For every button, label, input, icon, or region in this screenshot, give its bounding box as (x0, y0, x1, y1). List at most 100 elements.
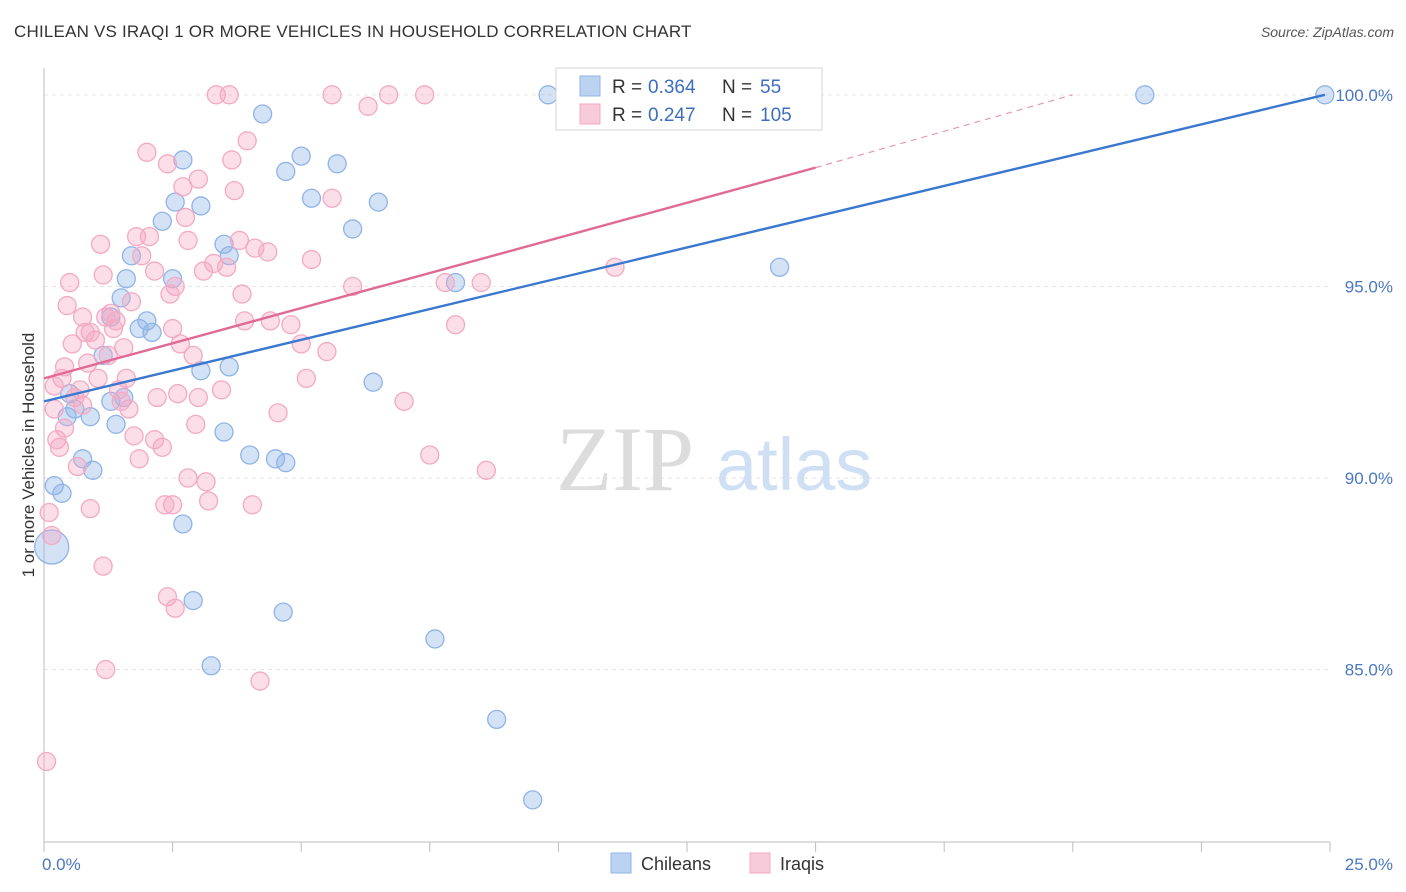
chilean-point-19 (165, 192, 185, 212)
chilean-point-29 (276, 453, 296, 473)
iraqi-point-80 (165, 598, 185, 618)
axes (43, 68, 1331, 852)
trend-lines (43, 93, 1326, 403)
legend-n-label-1: N = (722, 105, 752, 126)
chilean-point-25 (214, 422, 234, 442)
iraqi-point-48 (198, 491, 219, 511)
chilean-point-49 (769, 257, 790, 277)
iraqi-point-89 (322, 85, 342, 105)
y-tick-label-3: 85.0% (1345, 661, 1393, 680)
chilean-point-14 (137, 311, 157, 331)
legend-r-label-0: R = (612, 77, 642, 98)
iraqi-point-12 (72, 307, 93, 327)
iraqi-point-103 (72, 395, 93, 415)
iraqi-point-104 (186, 414, 206, 434)
iraqi-point-19 (93, 265, 113, 285)
iraqi-point-69 (342, 276, 363, 297)
iraqi-point-84 (36, 751, 57, 772)
iraqi-point-52 (222, 150, 242, 170)
iraqi-point-29 (132, 246, 152, 266)
chilean-point-35 (342, 219, 363, 239)
iraqi-point-54 (229, 230, 250, 251)
chilean-point-20 (173, 150, 193, 170)
iraqi-point-0 (39, 502, 59, 523)
y-tick-labels: 100.0% 95.0% 90.0% 85.0% (1335, 86, 1393, 680)
watermark-atlas: atlas (716, 423, 872, 506)
iraqi-point-75 (445, 315, 466, 335)
chilean-point-32 (291, 146, 311, 166)
bottom-legend: Chileans Iraqis (610, 852, 824, 874)
iraqi-point-25 (116, 368, 136, 389)
legend-swatch-1 (579, 103, 601, 125)
chilean-point-38 (445, 272, 466, 293)
iraqi-point-81 (93, 556, 113, 576)
iraqi-point-74 (435, 272, 455, 293)
y-axis-label: 1 or more Vehicles in Household (19, 333, 38, 578)
iraqi-point-70 (358, 96, 378, 116)
iraqi-point-34 (152, 437, 172, 457)
iraqi-point-76 (471, 272, 491, 293)
iraqi-point-30 (137, 142, 157, 162)
watermark-zip: ZIP (556, 408, 694, 510)
iraqi-point-82 (96, 659, 116, 680)
iraqi-point-95 (111, 391, 131, 412)
chilean-point-22 (214, 234, 234, 254)
iraqi-point-44 (183, 345, 203, 366)
iraqi-point-98 (44, 376, 64, 396)
chilean-point-6 (106, 414, 126, 434)
chilean-point-43 (425, 629, 445, 649)
chilean-point-33 (301, 188, 322, 208)
chilean-trend-line (43, 93, 1326, 403)
iraqi-point-57 (237, 131, 257, 151)
chilean-point-39 (173, 514, 193, 534)
iraqi-point-45 (188, 169, 208, 189)
iraqi-point-97 (178, 468, 198, 488)
iraqi-point-51 (216, 257, 237, 277)
chilean-point-17 (162, 269, 183, 289)
iraqi-point-35 (155, 495, 175, 515)
iraqi-point-1 (42, 525, 62, 546)
iraqi-point-53 (224, 180, 244, 201)
iraqi-point-90 (415, 85, 435, 105)
chilean-point-21 (191, 196, 211, 216)
iraqi-point-102 (129, 449, 149, 469)
chilean-point-26 (219, 357, 239, 377)
chilean-point-12 (116, 269, 136, 289)
iraqi-point-71 (378, 85, 399, 105)
grid-lines (44, 94, 1330, 671)
iraqi-point-33 (147, 387, 167, 408)
iraqi-point-38 (162, 318, 183, 339)
iraqi-point-50 (211, 380, 232, 400)
chilean-point-1 (52, 483, 72, 503)
iraqi-point-3 (47, 430, 67, 450)
iraqi-point-73 (420, 445, 440, 465)
iraqi-point-42 (175, 207, 196, 228)
bottom-legend-label-1: Iraqis (780, 854, 824, 874)
chilean-point-0 (44, 476, 64, 496)
iraqi-point-93 (124, 426, 144, 446)
legend-r-value-0: 0.364 (648, 77, 696, 98)
chilean-point-23 (219, 246, 239, 266)
chilean-point-18 (152, 211, 172, 231)
iraqi-point-4 (49, 437, 70, 457)
iraqi-point-92 (67, 456, 88, 477)
chilean-point-41 (201, 656, 221, 676)
iraqi-point-88 (219, 85, 239, 105)
legend-swatch-0 (579, 75, 601, 97)
chilean-point-40 (183, 590, 203, 611)
iraqi-point-72 (394, 391, 414, 412)
legend: R = 0.364 N = 55 R = 0.247 N = 105 (555, 67, 823, 131)
iraqi-point-13 (75, 322, 95, 343)
x-tick-label-max: 25.0% (1345, 855, 1393, 874)
iraqi-point-63 (281, 315, 301, 335)
chilean-point-13 (121, 246, 142, 266)
watermark: ZIP atlas (556, 408, 872, 510)
iraqi-point-94 (144, 430, 165, 450)
bottom-legend-swatch-0 (610, 852, 632, 874)
chilean-point-46 (538, 85, 558, 105)
chilean-point-28 (265, 449, 286, 469)
iraqi-point-99 (54, 418, 75, 438)
y-tick-label-2: 90.0% (1345, 469, 1393, 488)
iraqi-point-2 (44, 399, 64, 419)
